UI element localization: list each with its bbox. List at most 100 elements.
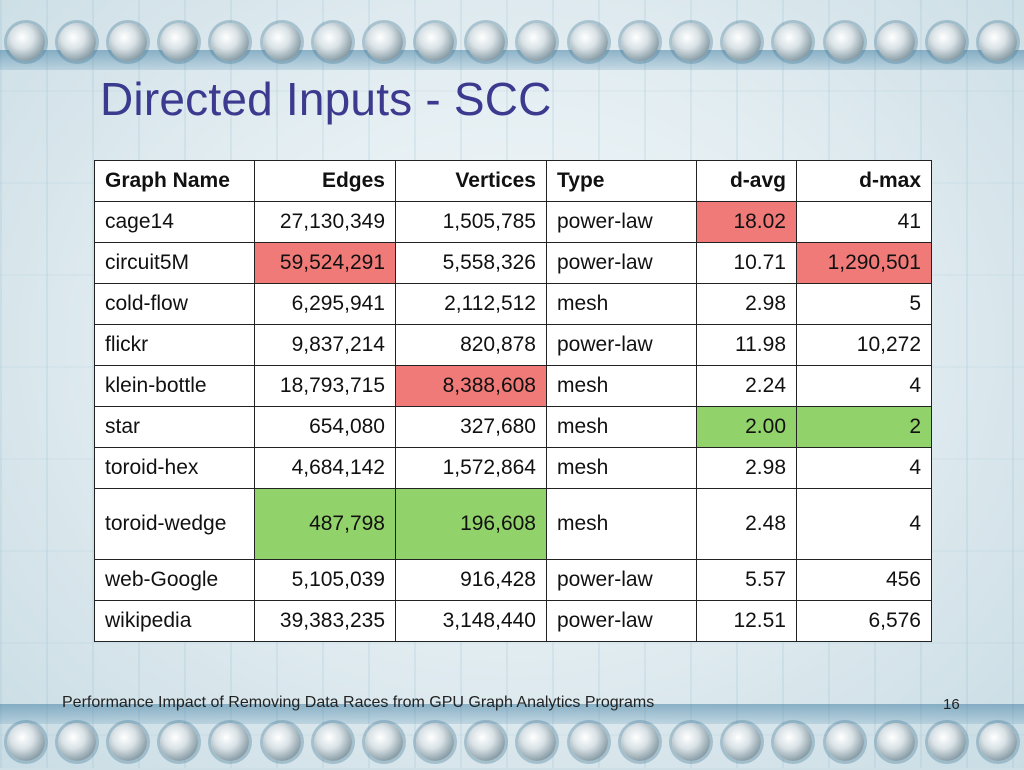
page-number: 16 <box>943 696 960 713</box>
pin-icon <box>979 723 1018 761</box>
cell-edges: 18,793,715 <box>254 365 396 407</box>
slide-title: Directed Inputs - SCC <box>100 73 552 125</box>
cell-edges: 39,383,235 <box>254 600 396 642</box>
table-row: klein-bottle 18,793,715 8,388,608 mesh 2… <box>94 365 932 407</box>
pin-icon <box>467 23 506 61</box>
header-edges: Edges <box>254 160 396 202</box>
pin-icon <box>979 23 1018 61</box>
cell-edges-min-highlight: 487,798 <box>254 488 396 560</box>
cell-d-max: 4 <box>796 447 932 489</box>
table-row: wikipedia 39,383,235 3,148,440 power-law… <box>94 600 932 642</box>
cell-type: mesh <box>546 283 697 325</box>
pin-icon <box>876 723 915 761</box>
pin-icon <box>876 23 915 61</box>
cell-vertices: 3,148,440 <box>395 600 547 642</box>
pin-icon <box>262 23 301 61</box>
circuit-trace-bottom <box>0 704 1024 724</box>
cell-edges: 5,105,039 <box>254 559 396 601</box>
cell-edges: 6,295,941 <box>254 283 396 325</box>
table-row: cage14 27,130,349 1,505,785 power-law 18… <box>94 201 932 243</box>
cell-d-avg: 2.24 <box>696 365 797 407</box>
cell-d-avg: 5.57 <box>696 559 797 601</box>
pin-icon <box>620 723 659 761</box>
cell-type: mesh <box>546 365 697 407</box>
graph-inputs-table: Graph Name Edges Vertices Type d-avg d-m… <box>94 160 932 642</box>
cell-edges: 9,837,214 <box>254 324 396 366</box>
cell-vertices-min-highlight: 196,608 <box>395 488 547 560</box>
cell-d-avg-min-highlight: 2.00 <box>696 406 797 448</box>
pin-icon <box>160 723 199 761</box>
cell-d-max: 4 <box>796 488 932 560</box>
cell-graph-name: star <box>94 406 255 448</box>
cell-graph-name: toroid-wedge <box>94 488 255 560</box>
cell-type: power-law <box>546 242 697 284</box>
cell-d-avg: 11.98 <box>696 324 797 366</box>
cell-vertices: 5,558,326 <box>395 242 547 284</box>
pin-icon <box>518 23 557 61</box>
cell-graph-name: toroid-hex <box>94 447 255 489</box>
pin-icon <box>825 723 864 761</box>
pin-icon <box>160 23 199 61</box>
cell-type: mesh <box>546 488 697 560</box>
table-row: star 654,080 327,680 mesh 2.00 2 <box>94 406 932 448</box>
cell-type: power-law <box>546 324 697 366</box>
cell-graph-name: wikipedia <box>94 600 255 642</box>
pin-icon <box>416 23 455 61</box>
cell-d-avg: 2.48 <box>696 488 797 560</box>
pin-icon <box>416 723 455 761</box>
cell-d-avg-max-highlight: 18.02 <box>696 201 797 243</box>
cell-edges: 27,130,349 <box>254 201 396 243</box>
pin-icon <box>774 23 813 61</box>
cell-edges: 654,080 <box>254 406 396 448</box>
cell-type: power-law <box>546 559 697 601</box>
table-row: web-Google 5,105,039 916,428 power-law 5… <box>94 559 932 601</box>
header-graph-name: Graph Name <box>94 160 255 202</box>
cell-d-max-min-highlight: 2 <box>796 406 932 448</box>
pin-icon <box>774 723 813 761</box>
header-d-avg: d-avg <box>696 160 797 202</box>
cell-vertices: 820,878 <box>395 324 547 366</box>
table-row: toroid-hex 4,684,142 1,572,864 mesh 2.98… <box>94 447 932 489</box>
cell-vertices-max-highlight: 8,388,608 <box>395 365 547 407</box>
cell-vertices: 1,505,785 <box>395 201 547 243</box>
table-row: circuit5M 59,524,291 5,558,326 power-law… <box>94 242 932 284</box>
cell-d-avg: 10.71 <box>696 242 797 284</box>
cell-vertices: 916,428 <box>395 559 547 601</box>
cell-d-avg: 2.98 <box>696 447 797 489</box>
table-row: flickr 9,837,214 820,878 power-law 11.98… <box>94 324 932 366</box>
table-row: cold-flow 6,295,941 2,112,512 mesh 2.98 … <box>94 283 932 325</box>
cell-d-max: 456 <box>796 559 932 601</box>
pin-icon <box>313 723 352 761</box>
cell-d-max-max-highlight: 1,290,501 <box>796 242 932 284</box>
pin-icon <box>825 23 864 61</box>
pin-icon <box>672 23 711 61</box>
pin-icon <box>262 723 301 761</box>
cell-vertices: 1,572,864 <box>395 447 547 489</box>
pin-icon <box>569 723 608 761</box>
cell-d-avg: 2.98 <box>696 283 797 325</box>
cell-graph-name: web-Google <box>94 559 255 601</box>
table-row: toroid-wedge 487,798 196,608 mesh 2.48 4 <box>94 488 932 560</box>
cell-graph-name: circuit5M <box>94 242 255 284</box>
pin-icon <box>6 723 45 761</box>
pin-icon <box>927 23 966 61</box>
cell-d-max: 6,576 <box>796 600 932 642</box>
cell-type: power-law <box>546 201 697 243</box>
slide-footer: Performance Impact of Removing Data Race… <box>62 694 655 711</box>
cell-type: power-law <box>546 600 697 642</box>
pin-icon <box>6 23 45 61</box>
cell-vertices: 2,112,512 <box>395 283 547 325</box>
pin-icon <box>57 723 96 761</box>
pin-icon <box>620 23 659 61</box>
pin-icon <box>723 23 762 61</box>
cell-graph-name: cage14 <box>94 201 255 243</box>
header-type: Type <box>546 160 697 202</box>
header-vertices: Vertices <box>395 160 547 202</box>
pin-icon <box>927 723 966 761</box>
pin-icon <box>723 723 762 761</box>
circuit-trace-top <box>0 50 1024 70</box>
pin-icon <box>364 23 403 61</box>
pin-icon <box>467 723 506 761</box>
cell-type: mesh <box>546 406 697 448</box>
cell-d-max: 41 <box>796 201 932 243</box>
